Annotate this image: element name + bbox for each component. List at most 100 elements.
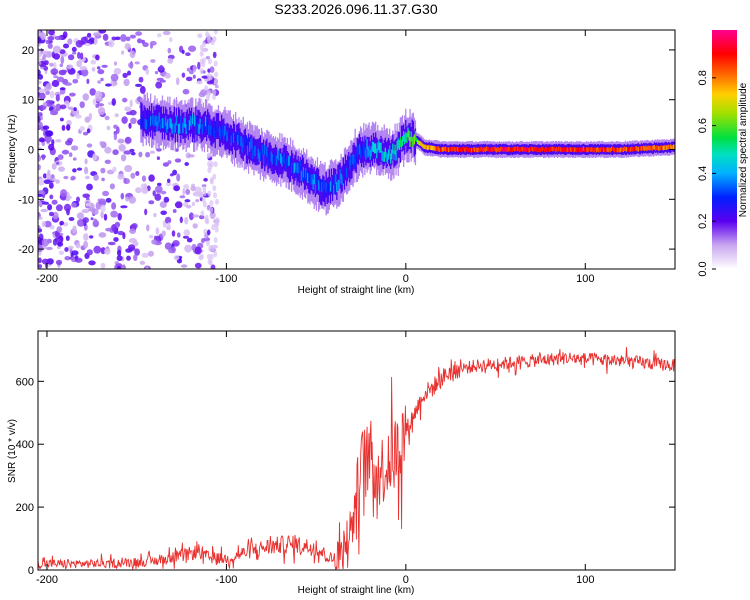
spectrogram-noise-blob (149, 235, 154, 239)
spectrogram-ridge-cell (428, 144, 431, 150)
spectrogram-noise-blob (41, 50, 49, 55)
spectrogram-noise-blob (82, 217, 89, 224)
spectrogram-ridge-cell (230, 135, 232, 146)
spectrogram-noise-blob (89, 235, 94, 239)
spectrogram-ridge-cell (490, 147, 492, 153)
spectrogram-ridge-cell (469, 147, 471, 153)
spectrogram-noise-blob (60, 189, 68, 197)
spectrogram-noise-blob (195, 199, 200, 203)
spectrogram-noise-blob (72, 168, 77, 173)
spectrogram-ridge-cell (566, 147, 568, 153)
spectrogram-ridge-cell (568, 147, 571, 152)
spectrogram-noise-blob (113, 81, 118, 86)
spectrogram-ridge-cell (462, 146, 464, 152)
spectrogram-ridge-cell (259, 150, 262, 161)
spectrogram-ridge-cell (483, 147, 485, 152)
spectrogram-ridge-cell (354, 154, 356, 164)
spectrogram-noise-blob (38, 164, 41, 171)
spectrogram-ridge-cell (438, 147, 440, 152)
spectrogram-noise-blob (38, 216, 43, 220)
spectrogram-noise-blob (89, 88, 96, 96)
spectrogram-ridge-cell (643, 145, 645, 151)
spectrogram-ridge-cell (215, 113, 217, 140)
spectrogram-noise-blob (215, 217, 220, 224)
spectrogram-noise-blob (123, 178, 130, 185)
spectrogram-noise-blob (106, 125, 111, 131)
spectrogram-noise-blob (55, 139, 62, 143)
spectrogram-noise-blob (49, 62, 54, 67)
spectrogram-noise-blob (48, 30, 55, 36)
spectrogram-ridge-cell (637, 147, 639, 152)
spectrogram-ridge-cell (419, 141, 421, 146)
spectrogram-noise-blob (182, 88, 190, 95)
spectrogram-noise-blob (121, 264, 126, 269)
spectrogram-ridge-cell (558, 146, 560, 152)
spectrogram-ridge-cell (389, 145, 391, 156)
spectrogram-ridge-cell (362, 145, 364, 156)
spectrogram-ridge-cell (474, 147, 476, 153)
spectrogram-noise-blob (52, 45, 61, 53)
spectrogram-ridge-cell (635, 146, 637, 151)
spectrogram-ridge-cell (383, 151, 385, 162)
spectrogram-ridge-cell (158, 112, 160, 123)
spectrogram-ridge-cell (513, 146, 516, 152)
spectrogram-noise-blob (38, 154, 42, 162)
spectrogram-ridge-cell (194, 116, 196, 143)
spectrogram-noise-blob (54, 35, 63, 41)
spectrogram-ridge-cell (390, 153, 392, 164)
spectrogram-ridge-cell (453, 146, 455, 152)
spectrogram-x-tick-label: 0 (403, 273, 409, 285)
spectrogram-ridge-cell (246, 145, 249, 156)
spectrogram-ridge-cell (378, 140, 380, 166)
spectrogram-noise-blob (204, 85, 209, 92)
spectrogram-ridge-cell (338, 179, 340, 190)
spectrogram-noise-blob (57, 241, 64, 247)
spectrogram-noise-blob (145, 151, 151, 158)
spectrogram-noise-blob (89, 37, 95, 42)
spectrogram-noise-blob (41, 154, 45, 161)
spectrogram-ridge-cell (545, 146, 547, 152)
spectrogram-noise-blob (76, 72, 80, 80)
spectrogram-ridge-cell (432, 145, 434, 151)
spectrogram-ridge-cell (400, 139, 403, 150)
spectrogram-ridge-cell (597, 147, 600, 153)
spectrogram-ridge-cell (489, 147, 491, 153)
spectrogram-ridge-cell (289, 158, 292, 169)
spectrogram-noise-blob (71, 145, 79, 151)
spectrogram-ridge-cell (565, 147, 567, 152)
spectrogram-ridge-cell (510, 146, 512, 152)
spectrogram-ridge-cell (207, 109, 209, 136)
spectrogram-noise-blob (55, 179, 60, 184)
spectrogram-ridge-cell (306, 171, 308, 182)
spectrogram-noise-blob (128, 244, 136, 251)
spectrogram-ridge-cell (166, 109, 168, 136)
spectrogram-noise-blob (102, 190, 110, 197)
spectrogram-noise-blob (38, 74, 44, 80)
spectrogram-ridge-cell (448, 147, 450, 152)
spectrogram-noise-blob (53, 61, 57, 70)
spectrogram-noise-blob (77, 51, 81, 59)
spectrogram-noise-blob (45, 130, 53, 137)
spectrogram-ridge-cell (299, 160, 301, 171)
spectrogram-noise-blob (192, 64, 197, 73)
colorbar-tick-label: 0.6 (697, 118, 709, 133)
spectrogram-ridge-cell (551, 146, 553, 152)
spectrogram-ridge-cell (355, 153, 357, 163)
spectrogram-ridge-cell (285, 158, 287, 169)
spectrogram-noise-blob (150, 43, 153, 49)
spectrogram-noise-blob (159, 65, 164, 70)
spectrogram-ridge-cell (654, 146, 657, 151)
spectrogram-ridge-cell (436, 146, 438, 151)
spectrogram-ridge-cell (361, 141, 363, 167)
spectrogram-ridge-cell (586, 147, 588, 152)
spectrogram-noise-blob (38, 264, 43, 269)
spectrogram-noise-blob (197, 61, 201, 70)
spectrogram-ridge-cell (583, 147, 586, 152)
spectrogram-ridge-cell (636, 146, 638, 152)
spectrogram-ridge-cell (521, 146, 523, 152)
spectrogram-ridge-cell (366, 136, 368, 163)
spectrogram-ridge-cell (330, 177, 333, 187)
spectrogram-ridge-cell (412, 121, 414, 148)
spectrogram-noise-blob (165, 216, 172, 224)
spectrogram-noise-blob (117, 213, 122, 221)
